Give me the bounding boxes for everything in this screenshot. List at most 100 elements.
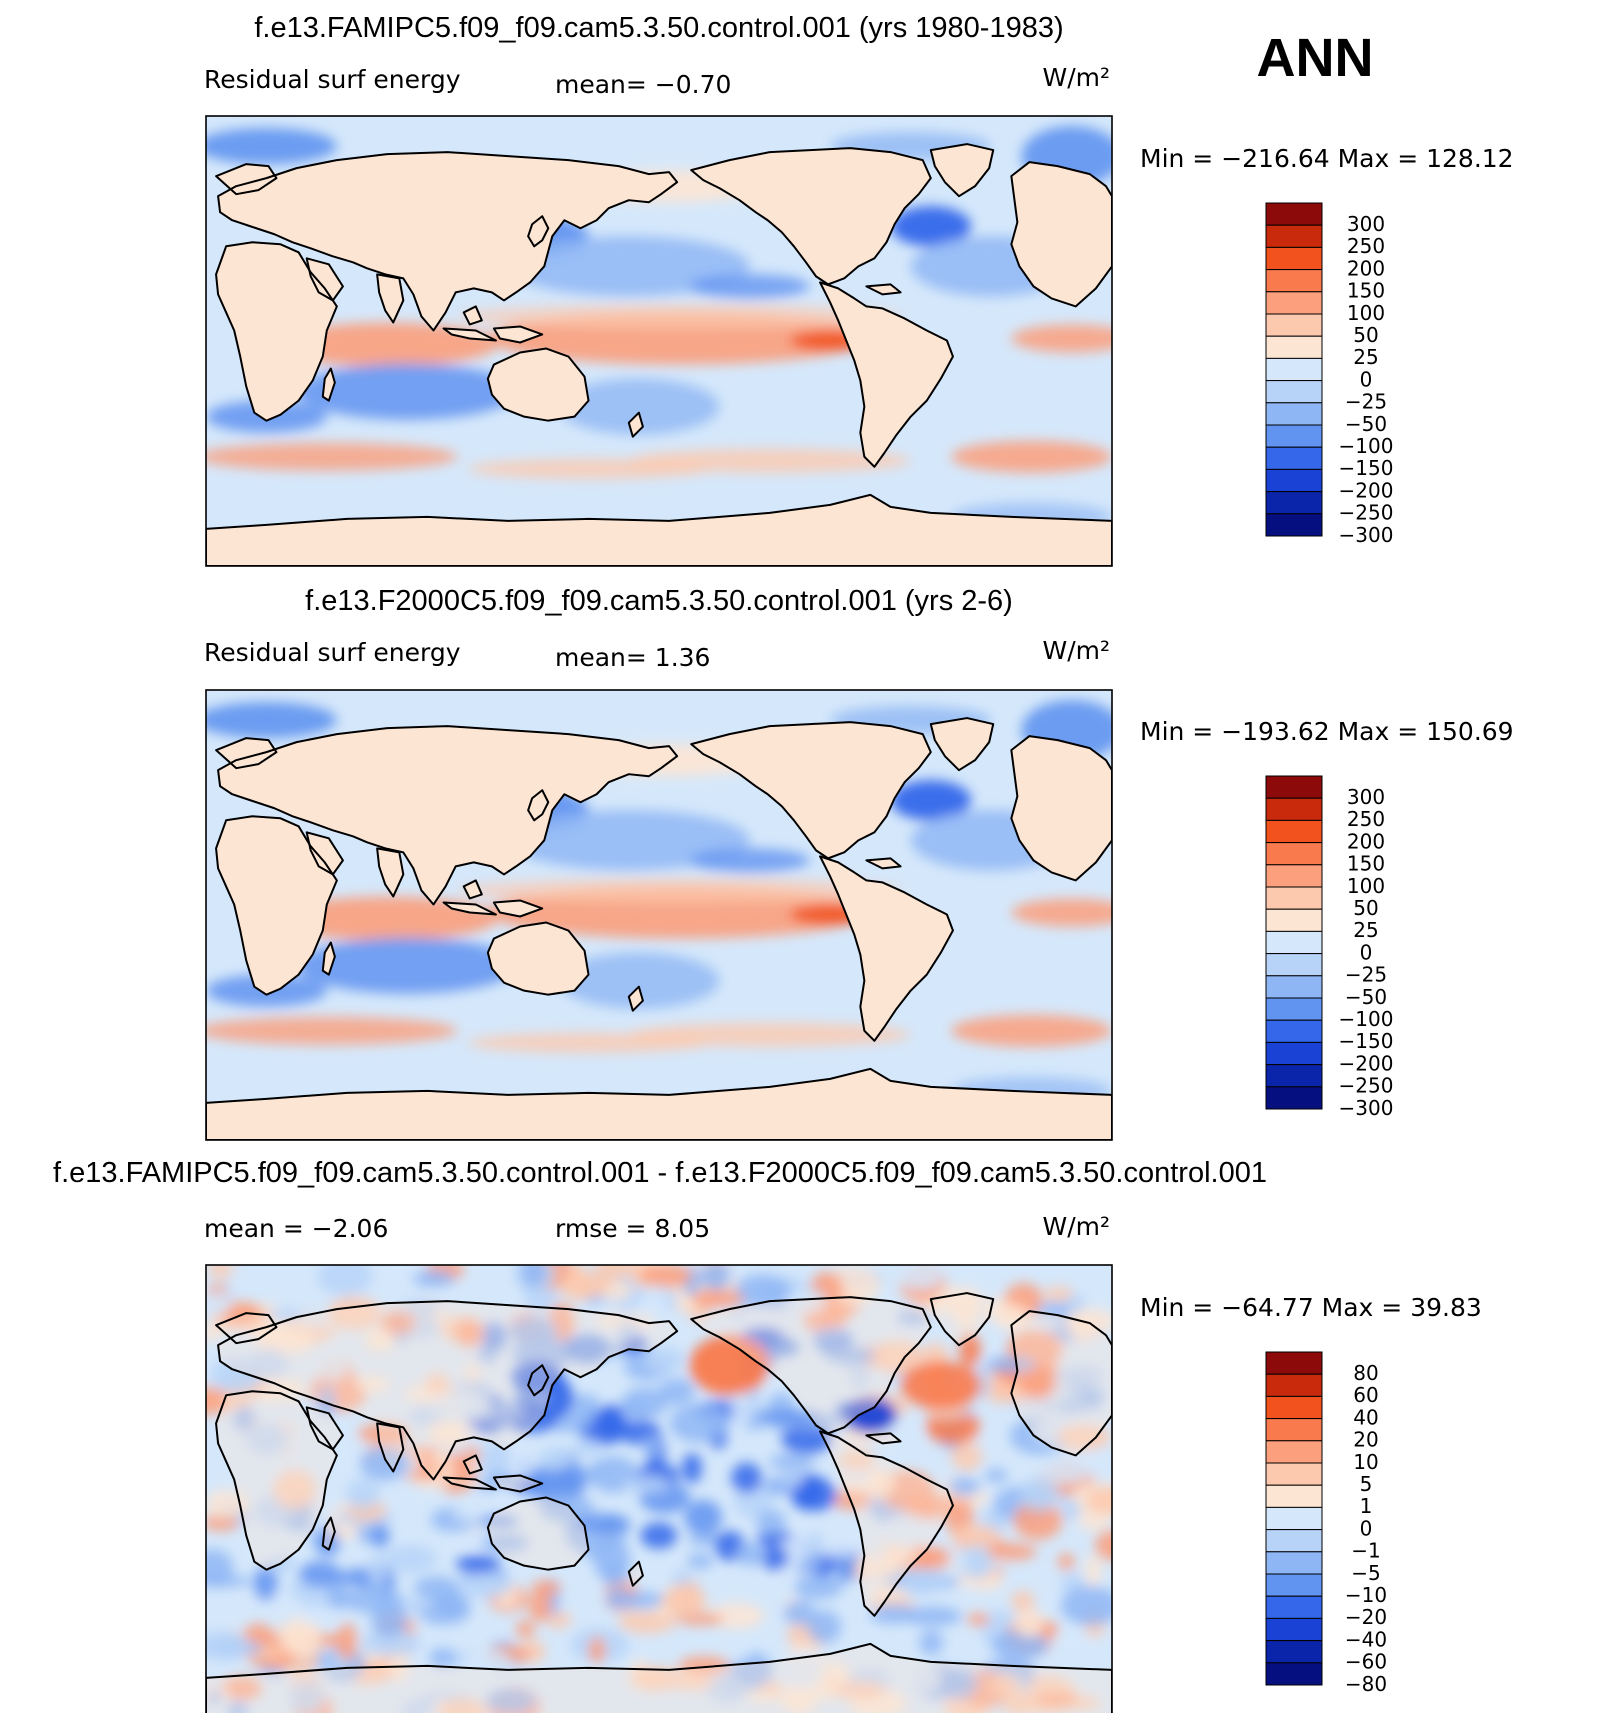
colorbar-label: −300 [1339, 1096, 1394, 1120]
colorbar-box [1265, 269, 1323, 293]
colorbar-label: 0 [1360, 1516, 1373, 1540]
colorbar-box [1265, 380, 1323, 404]
map-frame [205, 115, 1113, 567]
map [205, 1264, 1113, 1713]
center-label: mean= −0.70 [555, 70, 731, 99]
colorbar-box [1265, 1041, 1323, 1066]
colorbar-box [1265, 1462, 1323, 1486]
colorbar-box [1265, 864, 1323, 888]
minmax-label: Min = −64.77 Max = 39.83 [1140, 1293, 1482, 1322]
colorbar-label: 150 [1347, 852, 1385, 876]
colorbar-label: −60 [1345, 1650, 1387, 1674]
colorbar-box [1265, 1529, 1323, 1553]
colorbar-label: 25 [1353, 918, 1378, 942]
colorbar-label: 250 [1347, 807, 1385, 831]
center-label: rmse = 8.05 [555, 1214, 710, 1243]
colorbar-label: −5 [1351, 1561, 1380, 1585]
colorbar-box [1265, 224, 1323, 248]
colorbar-box [1265, 1573, 1323, 1597]
colorbar-label: 250 [1347, 234, 1385, 258]
colorbar-box [1265, 797, 1323, 821]
panel-title: f.e13.F2000C5.f09_f09.cam5.3.50.control.… [305, 585, 1013, 617]
colorbar-box [1265, 491, 1323, 515]
colorbar-label: −300 [1339, 523, 1394, 547]
colorbar-box [1265, 291, 1323, 315]
colorbar-label: 10 [1353, 1450, 1378, 1474]
colorbar-box [1265, 1551, 1323, 1575]
colorbar-box [1265, 1506, 1323, 1531]
colorbar-box [1265, 1484, 1323, 1508]
colorbar-label: 50 [1353, 323, 1378, 347]
colorbar-label: −25 [1345, 390, 1387, 414]
panel-title: f.e13.FAMIPC5.f09_f09.cam5.3.50.control.… [53, 1157, 1267, 1189]
colorbar-box [1265, 975, 1323, 999]
colorbar-box [1265, 819, 1323, 844]
colorbar-box [1265, 402, 1323, 426]
colorbar-label: 20 [1353, 1428, 1378, 1452]
panel-2: f.e13.F2000C5.f09_f09.cam5.3.50.control.… [204, 585, 1514, 1141]
colorbar-label: 150 [1347, 279, 1385, 303]
colorbar-label: −250 [1339, 501, 1394, 525]
colorbar-box [1265, 1440, 1323, 1464]
colorbar-box [1265, 1640, 1323, 1664]
panels: f.e13.FAMIPC5.f09_f09.cam5.3.50.control.… [53, 12, 1514, 1713]
colorbar-box [1265, 1595, 1323, 1619]
colorbar-label: 0 [1360, 940, 1373, 964]
colorbar-label: 25 [1353, 345, 1378, 369]
colorbar-label: −50 [1345, 412, 1387, 436]
colorbar-label: 300 [1347, 212, 1385, 236]
colorbar-box [1265, 886, 1323, 910]
center-label: mean= 1.36 [555, 643, 710, 672]
colorbar-label: −100 [1339, 1007, 1394, 1031]
panel-title: f.e13.FAMIPC5.f09_f09.cam5.3.50.control.… [254, 12, 1063, 44]
colorbar-box [1265, 1351, 1323, 1375]
colorbar-label: −20 [1345, 1605, 1387, 1629]
colorbar-box [1265, 775, 1323, 799]
colorbar-box [1265, 1662, 1323, 1686]
left-label: Residual surf energy [204, 65, 461, 94]
season-label: ANN [1257, 28, 1374, 88]
colorbar-label: 80 [1353, 1361, 1378, 1385]
map [205, 689, 1113, 1141]
colorbar-label: 0 [1360, 367, 1373, 391]
colorbar: 30025020015010050250−25−50−100−150−200−2… [1265, 202, 1394, 547]
colorbar-label: −80 [1345, 1672, 1387, 1696]
colorbar-label: −1 [1351, 1539, 1380, 1563]
left-label: mean = −2.06 [204, 1214, 388, 1243]
colorbar-box [1265, 424, 1323, 448]
colorbar-box [1265, 513, 1323, 537]
colorbar-label: 200 [1347, 256, 1385, 280]
panel-1: f.e13.FAMIPC5.f09_f09.cam5.3.50.control.… [204, 12, 1514, 567]
units-label: W/m² [1042, 636, 1110, 665]
colorbar-box [1265, 1373, 1323, 1397]
colorbar-label: −150 [1339, 1029, 1394, 1053]
colorbar-box [1265, 1064, 1323, 1088]
colorbar-label: −200 [1339, 478, 1394, 502]
colorbar-box [1265, 202, 1323, 226]
map-frame [205, 1264, 1113, 1713]
colorbar-box [1265, 930, 1323, 955]
colorbar-box [1265, 1395, 1323, 1420]
colorbar-label: −250 [1339, 1074, 1394, 1098]
colorbar-label: 300 [1347, 785, 1385, 809]
colorbar-label: −10 [1345, 1583, 1387, 1607]
colorbar-label: −150 [1339, 456, 1394, 480]
colorbar-label: 5 [1360, 1472, 1373, 1496]
map-frame [205, 689, 1113, 1141]
colorbar-label: 1 [1360, 1494, 1373, 1518]
colorbar-label: −100 [1339, 434, 1394, 458]
colorbar-box [1265, 468, 1323, 493]
colorbar-box [1265, 842, 1323, 866]
colorbar-box [1265, 908, 1323, 932]
colorbar-label: −25 [1345, 963, 1387, 987]
panel-3: f.e13.FAMIPC5.f09_f09.cam5.3.50.control.… [53, 1157, 1482, 1713]
colorbar-box [1265, 997, 1323, 1021]
colorbar-box [1265, 335, 1323, 359]
units-label: W/m² [1042, 63, 1110, 92]
colorbar-box [1265, 357, 1323, 382]
colorbar-box [1265, 953, 1323, 977]
colorbar-label: 40 [1353, 1405, 1378, 1429]
minmax-label: Min = −193.62 Max = 150.69 [1140, 717, 1514, 746]
map [205, 115, 1113, 567]
